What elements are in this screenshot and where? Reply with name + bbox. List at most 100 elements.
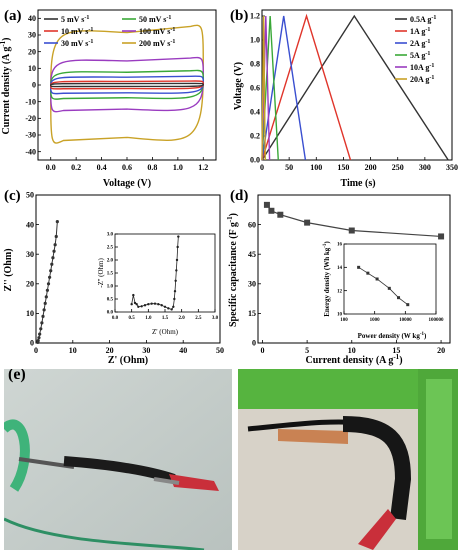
- panel-c-data-point: [54, 234, 58, 239]
- panel-c-inset-ytick-label: 0.5: [107, 298, 114, 303]
- panel-c-inset-point: [167, 307, 170, 310]
- panel-e-photo-left: (e): [4, 369, 232, 550]
- panel-c-ytick-label: 50: [26, 191, 34, 200]
- photo-left-scene: [4, 369, 232, 550]
- panel-d-inset-xlabel: Power density (W kg-1): [358, 332, 427, 340]
- panel-a-ytick-label: -30: [25, 131, 36, 140]
- panel-c-data-point: [40, 321, 44, 325]
- panel-c-inset-point: [133, 301, 137, 305]
- panel-c-data-point: [45, 288, 50, 292]
- panel-c-data-point: [44, 295, 48, 299]
- panel-b-series-line: [261, 15, 307, 161]
- panel-c-inset-point: [150, 302, 153, 305]
- panel-b-series-line: [261, 15, 266, 161]
- panel-e-label: (e): [8, 369, 26, 383]
- panel-b-ytick-label: 0.4: [250, 108, 260, 117]
- panel-c-inset-point: [137, 305, 140, 308]
- panel-b-ytick-label: 0.0: [250, 156, 260, 165]
- panel-d-data-point: [348, 227, 355, 234]
- panel-c-xtick-label: 30: [142, 346, 150, 355]
- panel-c-inset-point: [140, 305, 143, 308]
- panel-c-inset-point: [132, 293, 135, 297]
- panel-c-data-point: [52, 249, 56, 253]
- panel-a-ytick-label: -40: [25, 147, 36, 156]
- green-clip-icon: [4, 419, 30, 492]
- panel-d-inset-ytick-label: 14: [337, 266, 343, 271]
- panel-c-inset-ytick-label: 1.5: [107, 272, 114, 277]
- panel-b-xtick-label: 50: [285, 163, 293, 172]
- panel-b-legend-label: 2A g-1: [410, 39, 430, 48]
- panel-d-inset-point: [406, 303, 410, 307]
- panel-c-data-point: [36, 339, 40, 343]
- panel-c-ytick-label: 0: [30, 339, 34, 348]
- panel-c-inset-point: [174, 279, 177, 282]
- panel-a-xtick-label: 0.6: [122, 163, 132, 172]
- red-clip-icon: [169, 474, 219, 491]
- panel-c-ytick-label: 10: [26, 309, 34, 318]
- panel-c-xtick-label: 50: [216, 346, 224, 355]
- panel-b-frame: [261, 9, 453, 161]
- panel-a-ytick-label: 10: [28, 64, 36, 73]
- panel-c-xtick-label: 10: [69, 346, 77, 355]
- panel-c-data-point: [46, 282, 51, 286]
- panel-d-label: (d): [230, 188, 248, 204]
- panel-c-inset-xlabel: Z' (Ohm): [152, 328, 179, 336]
- panel-d-inset-xtick-label: 100: [340, 318, 348, 323]
- panel-b: (b) Time (s) Voltage (V) 0 50 100 150 200 250…: [230, 8, 458, 189]
- panel-c-series-line: [37, 221, 58, 343]
- panel-b-xtick-label: 350: [446, 163, 458, 172]
- panel-c-inset-ytick-label: 2.0: [107, 259, 114, 264]
- panel-b-legend-label: 5A g-1: [410, 51, 430, 60]
- panel-c-inset-point: [147, 303, 150, 306]
- panel-c-label: (c): [4, 188, 21, 204]
- panel-c-inset-point: [153, 302, 157, 305]
- panel-c-data-point: [50, 262, 54, 266]
- panel-c-data-point: [55, 220, 59, 224]
- panel-c-xtick-label: 40: [179, 346, 187, 355]
- panel-d-xtick-label: 20: [437, 346, 445, 355]
- panel-b-ytick-label: 0.8: [250, 60, 260, 69]
- panel-b-series-line: [261, 15, 271, 161]
- panel-a-ytick-label: 30: [28, 31, 36, 40]
- panel-a-series-curve: [50, 82, 204, 88]
- panel-c-inset-ytick-label: 2.5: [107, 246, 114, 251]
- panel-d-xtick-label: 5: [305, 346, 309, 355]
- panel-c-xtick-label: 20: [106, 346, 114, 355]
- panel-d-inset-point: [357, 265, 361, 269]
- panel-b-legend-label: 10A g-1: [410, 63, 434, 72]
- panel-d-xlabel: Current density (A g-1): [305, 353, 402, 366]
- panel-c-inset-point: [160, 304, 163, 307]
- panel-c-xtick-label: 0: [34, 346, 38, 355]
- panel-b-xtick-label: 250: [392, 163, 404, 172]
- panel-a-series-curve: [50, 56, 204, 113]
- panel-a-series-curve: [50, 75, 204, 95]
- panel-b-ytick-label: 1.2: [250, 12, 260, 21]
- panel-d-inset-point: [366, 271, 370, 275]
- panel-a-xtick-label: 0.8: [147, 163, 157, 172]
- green-wire-icon: [4, 517, 205, 550]
- panel-d-data-point: [304, 219, 311, 226]
- panel-c-data-point: [38, 332, 42, 336]
- panel-d-inset-xtick-label: 10000: [399, 318, 412, 323]
- panel-c-inset-point: [175, 269, 178, 272]
- panel-b-ytick-label: 1.0: [250, 36, 260, 45]
- panel-d-xtick-label: 15: [392, 346, 400, 355]
- panel-d-xtick-label: 0: [260, 346, 264, 355]
- panel-b-xtick-label: 100: [310, 163, 322, 172]
- panel-a-ytick-label: 40: [28, 14, 36, 23]
- panel-c-inset-ylabel: -Z'' (Ohm): [97, 258, 105, 288]
- bent-device-icon: [342, 416, 412, 520]
- panel-d-xtick-label: 10: [348, 346, 356, 355]
- panel-a-legend-label: 100 mV s-1: [139, 27, 175, 36]
- panel-c-inset-point: [172, 305, 175, 308]
- panel-b-ytick-label: 0.2: [250, 132, 260, 141]
- panel-a-xtick-label: 1.2: [198, 163, 208, 172]
- panel-d-data-point: [268, 207, 275, 214]
- panel-d-data-point: [277, 211, 284, 218]
- panel-a-ylabel: Current density (A g-1): [0, 37, 12, 134]
- panel-d-inset-ylabel: Energy density (Wh kg-1): [323, 241, 331, 317]
- panel-d-ytick-label: 45: [248, 250, 256, 259]
- panel-a-ytick-label: -10: [25, 97, 36, 106]
- panel-d-inset-line: [358, 266, 409, 305]
